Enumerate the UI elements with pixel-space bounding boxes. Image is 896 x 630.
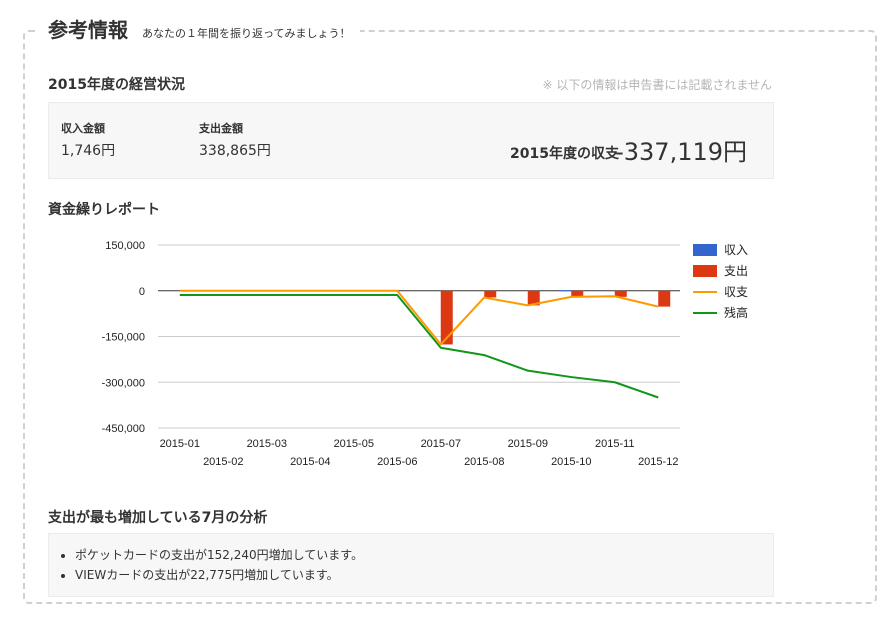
legend-swatch <box>693 244 717 256</box>
x-tick-label: 2015-12 <box>638 456 678 468</box>
x-tick-label: 2015-03 <box>247 438 287 450</box>
y-tick-label: -300,000 <box>102 377 145 389</box>
analysis-item: VIEWカードの支出が22,775円増加しています。 <box>75 565 773 585</box>
y-tick-label: 150,000 <box>105 240 145 252</box>
y-tick-label: 0 <box>139 286 145 298</box>
legend-label: 収支 <box>724 285 748 299</box>
bar-expense <box>440 290 453 345</box>
cashflow-chart: 150,0000-150,000-300,000-450,0002015-012… <box>102 240 748 468</box>
line-balance <box>179 294 659 399</box>
panel-title: 参考情報 <box>48 18 128 42</box>
x-tick-label: 2015-04 <box>290 456 330 468</box>
expense-value: 338,865円 <box>199 143 271 159</box>
bar-expense <box>658 290 671 307</box>
x-tick-label: 2015-06 <box>377 456 417 468</box>
y-tick-label: -450,000 <box>102 423 145 435</box>
y-tick-label: -150,000 <box>102 332 145 344</box>
analysis-box: ポケットカードの支出が152,240円増加しています。 VIEWカードの支出が2… <box>48 533 774 597</box>
bar-expense <box>571 290 584 298</box>
income-value: 1,746円 <box>61 143 116 159</box>
x-tick-label: 2015-05 <box>334 438 374 450</box>
legend-label: 支出 <box>724 264 748 278</box>
bar-expense <box>484 290 497 298</box>
x-tick-label: 2015-11 <box>595 438 635 450</box>
info-panel <box>23 30 877 604</box>
x-tick-label: 2015-01 <box>160 438 200 450</box>
balance-label: 2015年度の収支 <box>510 146 619 162</box>
balance-value: -337,119円 <box>615 138 747 166</box>
analysis-list: ポケットカードの支出が152,240円増加しています。 VIEWカードの支出が2… <box>49 534 773 585</box>
x-tick-label: 2015-10 <box>551 456 591 468</box>
bar-expense <box>527 290 540 306</box>
legend-label: 残高 <box>724 305 748 320</box>
analysis-heading: 支出が最も増加している7月の分析 <box>48 510 268 526</box>
x-tick-label: 2015-07 <box>421 438 461 450</box>
income-label: 収入金額 <box>61 122 105 135</box>
summary-box: 収入金額 1,746円 支出金額 338,865円 2015年度の収支 -337… <box>48 102 774 179</box>
line-net <box>179 289 659 346</box>
panel-header: 参考情報 あなたの１年間を振り返ってみましょう！ <box>38 14 361 43</box>
bar-income <box>559 290 572 292</box>
x-tick-label: 2015-09 <box>508 438 548 450</box>
x-tick-label: 2015-08 <box>464 456 504 468</box>
legend-label: 収入 <box>724 243 748 257</box>
bar-expense <box>614 290 627 297</box>
x-tick-label: 2015-02 <box>203 456 243 468</box>
summary-heading: 2015年度の経営状況 <box>48 77 185 93</box>
summary-note: ※ 以下の情報は申告書には記載されません <box>542 78 772 92</box>
analysis-item: ポケットカードの支出が152,240円増加しています。 <box>75 545 773 565</box>
expense-label: 支出金額 <box>199 122 243 135</box>
report-heading: 資金繰りレポート <box>48 202 160 218</box>
legend-swatch <box>693 265 717 277</box>
panel-subtitle: あなたの１年間を振り返ってみましょう！ <box>142 27 351 40</box>
